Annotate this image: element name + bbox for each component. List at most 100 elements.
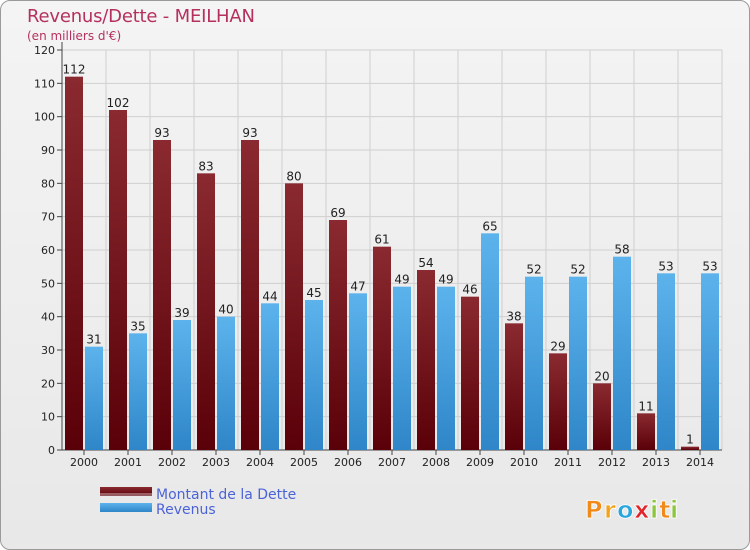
value-label-dette-2014: 1 [686,433,694,447]
legend-swatch-dette-shine [100,493,152,496]
x-tick-label-2008: 2008 [422,456,450,469]
x-tick-label-2004: 2004 [246,456,274,469]
value-label-dette-2002: 93 [154,126,169,140]
value-label-revenus-2002: 39 [174,306,189,320]
bar-dette-2001 [109,110,127,450]
x-tick-label-2009: 2009 [466,456,494,469]
bar-dette-2014 [681,446,699,450]
bar-revenus-2012 [613,256,631,450]
bar-dette-2013 [637,413,655,450]
bar-revenus-2013 [657,273,675,450]
value-label-revenus-2005: 45 [306,286,321,300]
bar-dette-2012 [593,383,611,450]
bar-revenus-2014 [701,273,719,450]
y-tick-label-40: 40 [41,311,55,324]
grid-lines [61,49,723,451]
y-tick-label-90: 90 [41,144,55,157]
bar-revenus-2009 [481,233,499,450]
x-tick-label-2003: 2003 [202,456,230,469]
bar-dette-2010 [505,323,523,450]
bar-revenus-2007 [393,286,411,450]
value-label-revenus-2014: 53 [702,259,717,273]
value-label-dette-2010: 38 [506,309,521,323]
value-label-revenus-2007: 49 [394,273,409,287]
legend-swatch-dette [100,487,152,496]
x-tick-label-2011: 2011 [554,456,582,469]
bar-dette-2003 [197,173,215,451]
y-tick-label-100: 100 [34,111,55,124]
bar-dette-2007 [373,246,391,450]
chart-subtitle: (en milliers d'€) [27,29,122,43]
value-label-revenus-2009: 65 [482,219,497,233]
y-tick-label-0: 0 [48,444,55,457]
x-tick-label-2005: 2005 [290,456,318,469]
bar-dette-2009 [461,296,479,450]
logo-letter-2: o [617,496,634,524]
y-tick-label-30: 30 [41,344,55,357]
value-label-dette-2013: 11 [638,399,653,413]
chart-title: Revenus/Dette - MEILHAN [27,6,255,27]
bar-revenus-2011 [569,276,587,450]
x-tick-label-2007: 2007 [378,456,406,469]
value-label-dette-2007: 61 [374,233,389,247]
logo-letter-0: P [585,496,603,524]
bars [65,76,719,451]
y-tick-label-120: 120 [34,44,55,57]
bar-revenus-2008 [437,286,455,450]
legend-swatch-revenus [100,503,152,512]
value-label-dette-2001: 102 [107,96,130,110]
bar-dette-2000 [65,76,83,451]
value-label-revenus-2001: 35 [130,319,145,333]
legend-label-dette: Montant de la Dette [156,487,296,503]
y-tick-label-50: 50 [41,277,55,290]
value-label-revenus-2010: 52 [526,263,541,277]
bar-revenus-2004 [261,303,279,450]
x-tick-label-2012: 2012 [598,456,626,469]
logo-letter-5: t [659,496,670,524]
value-label-dette-2003: 83 [198,159,213,173]
bar-dette-2011 [549,353,567,450]
value-label-dette-2006: 69 [330,206,345,220]
value-label-revenus-2011: 52 [570,263,585,277]
bar-dette-2002 [153,140,171,450]
y-tick-label-10: 10 [41,411,55,424]
bar-revenus-2000 [85,346,103,450]
value-label-revenus-2006: 47 [350,279,365,293]
bar-revenus-2010 [525,276,543,450]
bar-revenus-2001 [129,333,147,450]
value-label-revenus-2012: 58 [614,243,629,257]
y-tick-label-110: 110 [34,77,55,90]
value-label-revenus-2003: 40 [218,303,233,317]
y-tick-label-60: 60 [41,244,55,257]
logo-letter-1: r [604,496,616,524]
bar-revenus-2002 [173,320,191,450]
bar-revenus-2003 [217,316,235,450]
x-tick-label-2010: 2010 [510,456,538,469]
value-label-dette-2012: 20 [594,369,609,383]
logo-letter-4: i [650,496,658,524]
x-tick-label-2002: 2002 [158,456,186,469]
bar-dette-2005 [285,183,303,451]
value-label-revenus-2008: 49 [438,273,453,287]
x-tick-label-2000: 2000 [70,456,98,469]
bar-dette-2006 [329,220,347,450]
y-tick-label-70: 70 [41,211,55,224]
value-label-dette-2008: 54 [418,256,433,270]
x-tick-label-2006: 2006 [334,456,362,469]
bar-revenus-2005 [305,300,323,450]
bar-dette-2008 [417,270,435,450]
value-label-revenus-2004: 44 [262,289,277,303]
x-tick-label-2013: 2013 [642,456,670,469]
x-tick-label-2014: 2014 [686,456,714,469]
value-label-revenus-2000: 31 [86,333,101,347]
bar-dette-2004 [241,140,259,450]
legend: Montant de la Dette Revenus [100,487,296,518]
bar-revenus-2006 [349,293,367,450]
legend-label-revenus: Revenus [156,502,216,518]
value-label-dette-2000: 112 [63,63,86,77]
y-tick-label-20: 20 [41,377,55,390]
value-label-dette-2004: 93 [242,126,257,140]
